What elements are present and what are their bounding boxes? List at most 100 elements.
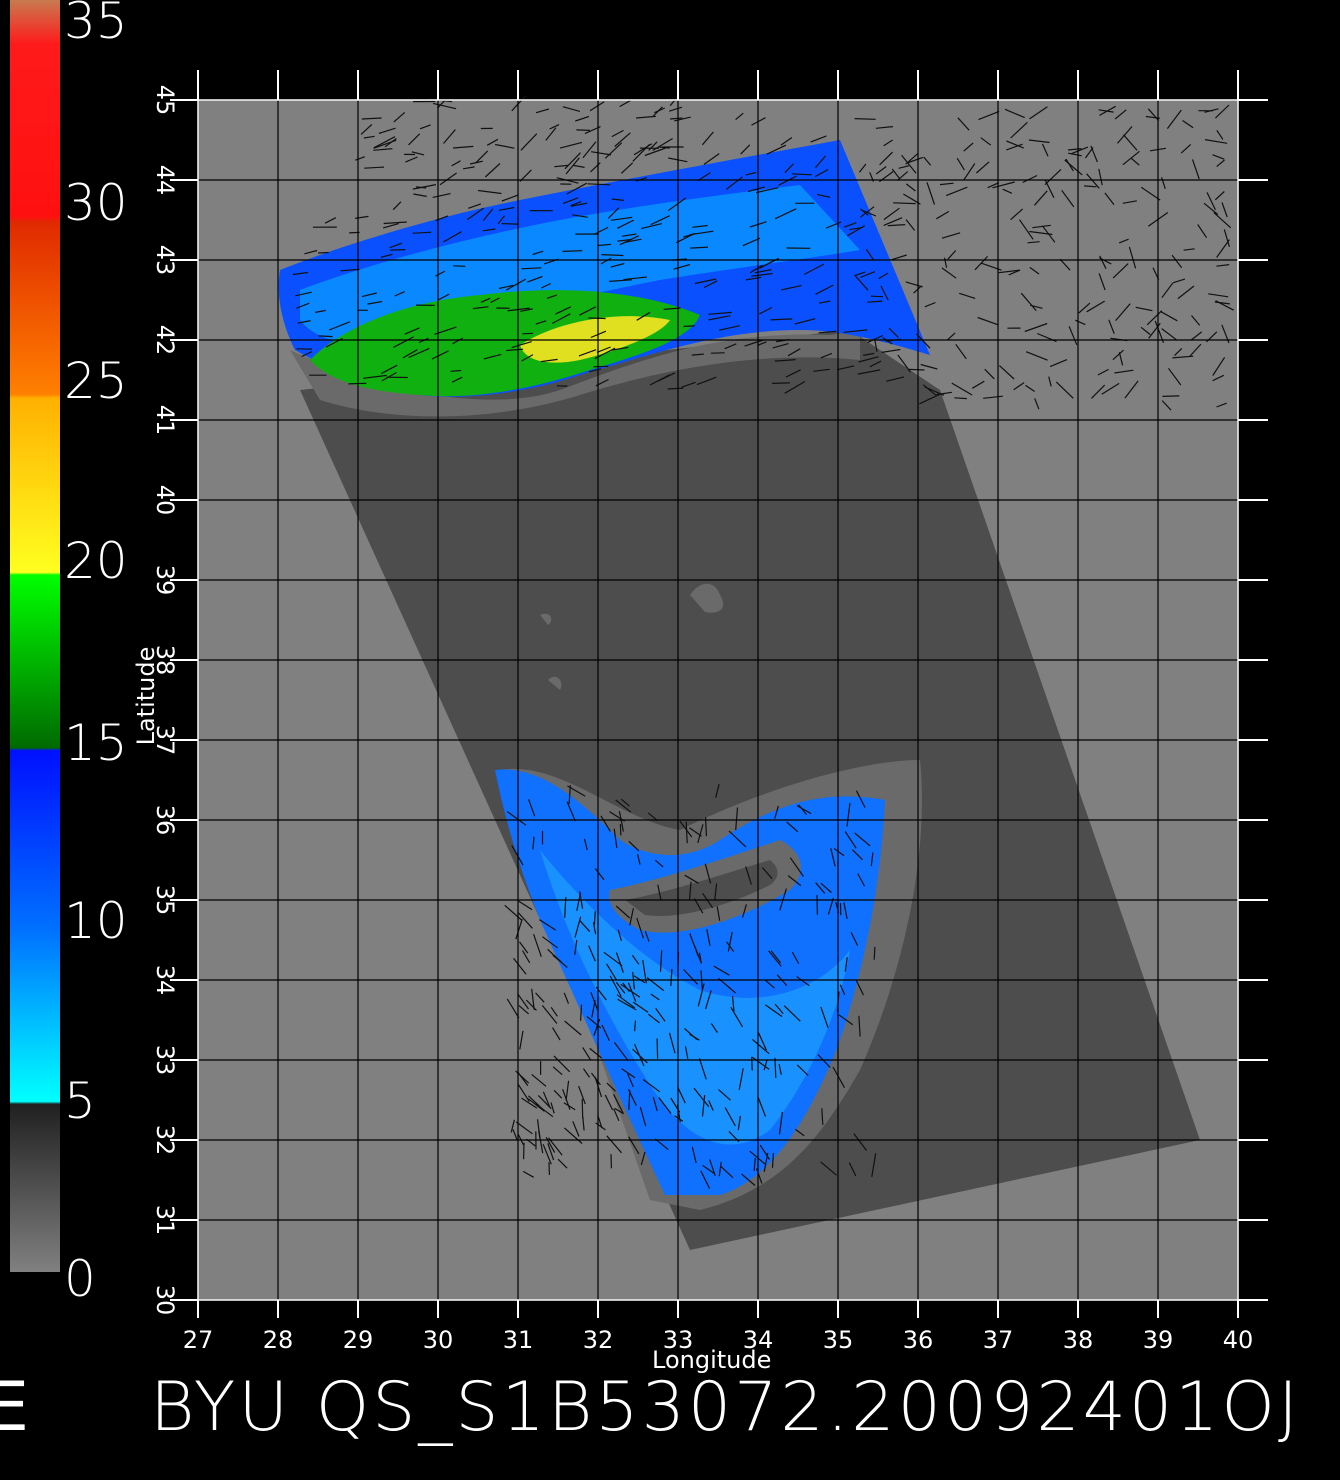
wind-vector <box>381 371 397 382</box>
wind-vector <box>435 270 446 277</box>
wind-vector <box>1098 168 1103 186</box>
wind-vector <box>1099 257 1112 265</box>
wind-vector <box>720 1166 734 1179</box>
wind-vector <box>674 1115 684 1122</box>
wind-vector <box>766 144 787 155</box>
wind-vector <box>633 975 646 984</box>
wind-vector <box>1041 143 1049 157</box>
wind-vector <box>785 369 801 378</box>
wind-vector <box>588 317 606 320</box>
wind-vector <box>749 1150 766 1165</box>
wind-vector <box>394 291 405 297</box>
wind-vector <box>527 275 543 283</box>
wind-vector <box>1084 185 1097 188</box>
wind-vector <box>642 1079 661 1093</box>
wind-vector <box>683 968 698 985</box>
wind-vector <box>627 982 637 1003</box>
x-tick-label: 34 <box>742 1326 774 1354</box>
wind-vector <box>1006 143 1023 151</box>
colorbar-label-35: 35 <box>64 0 128 50</box>
wind-vector <box>977 316 999 326</box>
wind-vector <box>794 318 816 325</box>
wind-vector <box>679 820 693 838</box>
wind-vector <box>355 156 366 161</box>
wind-vector <box>714 883 718 901</box>
wind-vector <box>906 156 924 164</box>
wind-vector <box>432 193 451 198</box>
x-tick-label: 29 <box>342 1326 374 1354</box>
wind-vector <box>862 209 877 217</box>
y-tick-label: 33 <box>151 1044 179 1076</box>
wind-vector <box>1168 367 1182 386</box>
wind-vector <box>810 135 827 143</box>
wind-vector <box>709 1159 716 1176</box>
wind-vector <box>878 272 889 280</box>
x-tick-label: 30 <box>422 1326 454 1354</box>
wind-vector <box>905 219 916 231</box>
wind-vector <box>542 1091 551 1108</box>
y-tick-label: 35 <box>151 884 179 916</box>
wind-vector <box>691 353 704 356</box>
wind-vector <box>383 221 407 225</box>
wind-vector <box>652 137 673 152</box>
wind-vector <box>770 318 793 321</box>
wind-vector <box>1028 139 1050 144</box>
wind-vector <box>1223 229 1230 247</box>
colorbar <box>10 0 60 1272</box>
wind-vector <box>669 106 683 112</box>
wind-vector <box>1206 192 1216 211</box>
wind-vector <box>402 349 418 359</box>
wind-region-south-light <box>540 850 850 1145</box>
wind-vector <box>318 335 333 338</box>
wind-vector <box>1212 356 1226 376</box>
wind-vector <box>697 983 705 1007</box>
wind-vector <box>728 830 747 848</box>
wind-vector <box>541 1005 558 1024</box>
wind-vector <box>1212 154 1225 160</box>
wind-vector <box>647 1013 660 1024</box>
wind-vector <box>708 315 731 321</box>
wind-vector <box>1084 147 1094 159</box>
wind-vector <box>408 347 430 359</box>
wind-vector <box>413 193 427 197</box>
wind-vector <box>1154 320 1165 344</box>
wind-vector <box>873 946 876 960</box>
wind-vector <box>905 153 918 165</box>
wind-vector <box>340 268 360 272</box>
wind-vector <box>763 1152 769 1172</box>
wind-vector <box>737 1115 741 1131</box>
wind-vector <box>566 182 588 195</box>
wind-vector <box>796 805 812 815</box>
wind-vector <box>1183 248 1195 251</box>
wind-vector <box>614 1107 624 1115</box>
wind-vectors <box>292 95 1234 1189</box>
wind-vector <box>517 1072 529 1086</box>
wind-vector <box>857 873 866 887</box>
wind-vector <box>650 993 660 1001</box>
wind-vector <box>697 824 704 843</box>
wind-vector <box>891 254 907 261</box>
wind-vector <box>941 267 957 279</box>
wind-vector <box>598 243 612 247</box>
x-tick-label: 28 <box>262 1326 294 1354</box>
wind-vector <box>1174 347 1183 357</box>
wind-vector <box>791 951 800 964</box>
wind-vector <box>378 127 396 134</box>
wind-vector <box>607 207 620 219</box>
wind-vector <box>551 1027 561 1041</box>
wind-vector <box>774 1057 777 1078</box>
wind-vector <box>1172 355 1194 359</box>
wind-vector <box>295 291 312 297</box>
wind-vector <box>568 785 571 804</box>
wind-vector <box>1161 400 1172 411</box>
wind-vector <box>947 332 956 341</box>
wind-vector <box>681 381 696 388</box>
wind-vector <box>941 232 961 239</box>
wind-vector <box>451 160 461 167</box>
y-axis-title: Latitude <box>132 646 160 746</box>
wind-vector <box>613 828 618 849</box>
wind-vector <box>581 1098 584 1119</box>
wind-vector <box>562 250 583 252</box>
wind-vector <box>702 1164 715 1174</box>
wind-vector <box>1128 246 1137 269</box>
